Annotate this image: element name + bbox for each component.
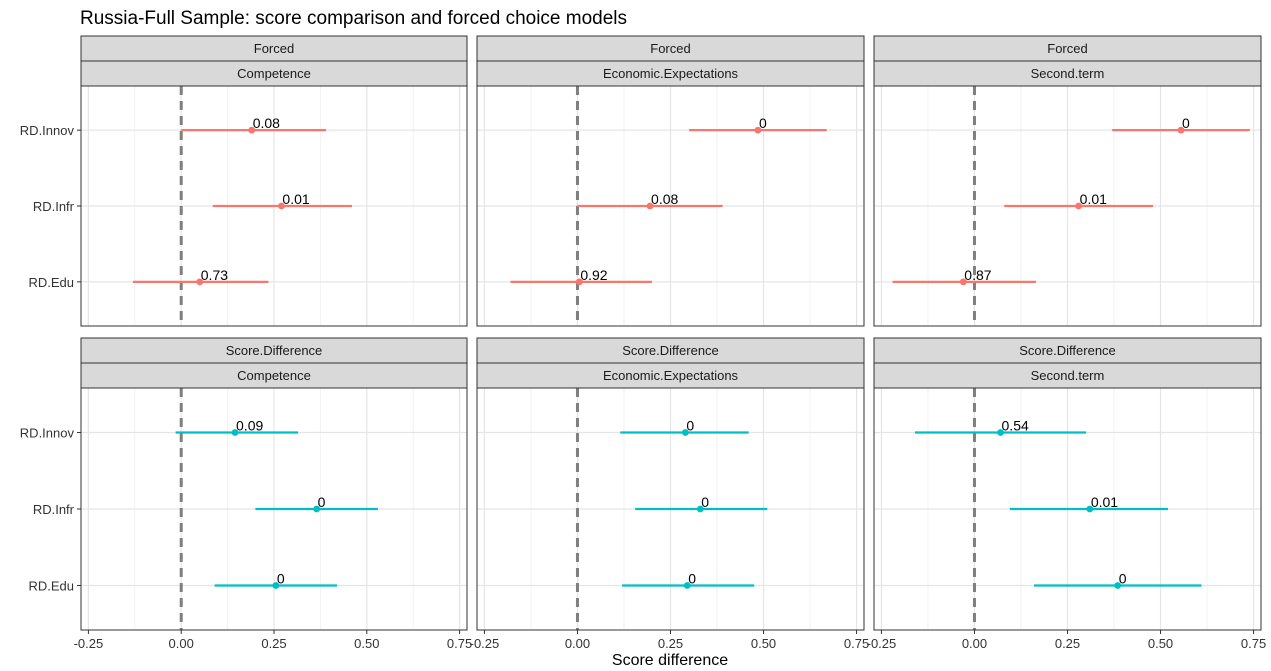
- x-tick-label: 0.00: [565, 636, 590, 651]
- y-tick-label: RD.Innov: [20, 426, 75, 441]
- panel-border: [476, 85, 865, 327]
- p-value-label: 0: [688, 570, 696, 586]
- strip-col-label: Economic.Expectations: [603, 368, 739, 383]
- panels-layer: Forced Competence 0.08 0.01 0.73 RD.Innov RD.I…: [20, 35, 1266, 651]
- point-estimate: [646, 202, 654, 210]
- x-tick-label: 0.00: [962, 636, 987, 651]
- p-value-label: 0.54: [1002, 418, 1029, 434]
- x-tick-label: 0.50: [354, 636, 379, 651]
- x-tick-label: 0.75: [844, 636, 869, 651]
- point-estimate: [1114, 582, 1122, 589]
- p-value-label: 0.87: [964, 267, 991, 283]
- p-value-label: 0.92: [580, 267, 607, 283]
- strip-col: [476, 362, 865, 389]
- point-estimate: [754, 126, 762, 134]
- strip-col-label: Second.term: [1031, 66, 1105, 81]
- y-tick-label: RD.Infr: [33, 502, 75, 517]
- x-tick-label: 0.00: [169, 636, 194, 651]
- strip-col-label: Competence: [237, 368, 311, 383]
- p-value-label: 0: [1182, 115, 1190, 131]
- strip-col: [80, 362, 468, 389]
- x-tick-label: 0.75: [1241, 636, 1266, 651]
- point-estimate: [248, 126, 256, 134]
- p-value-label: 0.01: [1080, 191, 1107, 207]
- p-value-label: 0.08: [651, 191, 678, 207]
- strip-row-label: Score.Difference: [1019, 343, 1116, 358]
- p-value-label: 0: [701, 494, 709, 510]
- facet-panel: Score.Difference Economic.Expectations 0 0 0…: [470, 337, 869, 651]
- strip-row-label: Score.Difference: [622, 343, 719, 358]
- point-estimate: [1075, 202, 1083, 210]
- point-estimate: [575, 278, 583, 286]
- point-estimate: [196, 278, 204, 286]
- strip-col-label: Economic.Expectations: [603, 66, 739, 81]
- p-value-label: 0: [277, 570, 285, 586]
- y-tick-label: RD.Innov: [20, 123, 75, 138]
- strip-row-label: Forced: [1047, 41, 1087, 56]
- facet-panel: Forced Competence 0.08 0.01 0.73 RD.Innov RD.I…: [20, 35, 468, 327]
- p-value-label: 0: [318, 494, 326, 510]
- x-tick-label: 0.50: [751, 636, 776, 651]
- strip-col: [873, 362, 1262, 389]
- p-value-label: 0: [1119, 570, 1127, 586]
- y-tick-label: RD.Edu: [28, 578, 74, 593]
- p-value-label: 0.08: [253, 115, 280, 131]
- strip-col-label: Second.term: [1031, 368, 1105, 383]
- facet-panel: Forced Economic.Expectations 0 0.08 0.92: [476, 35, 865, 327]
- point-estimate: [1086, 505, 1094, 513]
- strip-row-label: Forced: [650, 41, 690, 56]
- p-value-label: 0.09: [236, 418, 263, 434]
- strip-row-label: Score.Difference: [226, 343, 323, 358]
- y-tick-label: RD.Edu: [28, 275, 74, 290]
- panel-border: [873, 85, 1262, 327]
- point-estimate: [272, 582, 280, 589]
- x-axis-label: Score difference: [612, 652, 728, 669]
- strip-col: [873, 60, 1262, 87]
- x-tick-label: -0.25: [470, 636, 500, 651]
- p-value-label: 0: [759, 115, 767, 131]
- x-tick-label: -0.25: [867, 636, 897, 651]
- point-estimate: [683, 582, 691, 589]
- point-estimate: [313, 505, 321, 513]
- chart-title: Russia-Full Sample: score comparison and…: [80, 8, 627, 29]
- point-estimate: [997, 429, 1004, 436]
- point-estimate: [681, 429, 689, 436]
- strip-row: [476, 337, 865, 364]
- p-value-label: 0.01: [1091, 494, 1118, 510]
- p-value-label: 0.01: [282, 191, 309, 207]
- point-estimate: [959, 278, 967, 286]
- x-tick-label: 0.75: [447, 636, 472, 651]
- point-estimate: [278, 202, 285, 210]
- strip-col-label: Competence: [237, 66, 311, 81]
- facet-panel: Score.Difference Competence 0.09 0 0 RD.Innov…: [20, 337, 472, 651]
- x-tick-label: 0.25: [1055, 636, 1080, 651]
- facet-panel: Score.Difference Second.term 0.54 0.01 0 -0.2…: [867, 337, 1266, 651]
- y-tick-label: RD.Infr: [33, 199, 75, 214]
- x-tick-label: -0.25: [74, 636, 104, 651]
- point-estimate: [231, 429, 239, 436]
- x-tick-label: 0.25: [658, 636, 683, 651]
- point-estimate: [696, 505, 704, 513]
- x-tick-label: 0.50: [1148, 636, 1173, 651]
- facet-panel: Forced Second.term 0 0.01 0.87: [873, 35, 1262, 327]
- strip-col: [80, 60, 468, 87]
- p-value-label: 0: [686, 418, 694, 434]
- p-value-label: 0.73: [201, 267, 228, 283]
- strip-row: [873, 337, 1262, 364]
- strip-row-label: Forced: [254, 41, 294, 56]
- x-tick-label: 0.25: [261, 636, 286, 651]
- strip-row: [80, 35, 468, 62]
- point-estimate: [1177, 126, 1185, 134]
